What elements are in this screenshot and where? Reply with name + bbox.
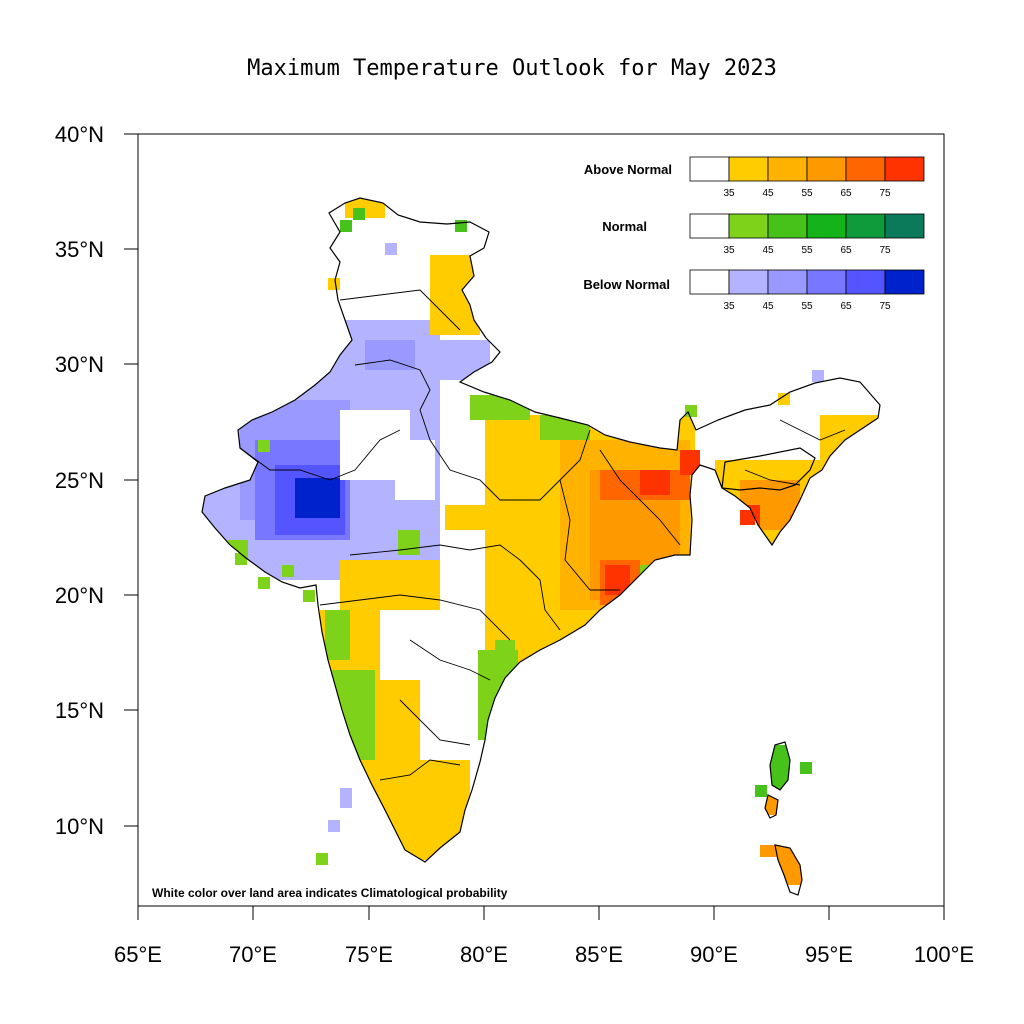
legend-label: Normal — [602, 219, 647, 234]
legend-swatch — [728, 156, 769, 182]
legend-swatch — [728, 269, 769, 295]
y-tick-label: 15°N — [55, 698, 104, 723]
legend-swatch — [767, 156, 808, 182]
x-tick-label: 80°E — [460, 942, 508, 967]
y-tick-label: 10°N — [55, 814, 104, 839]
legend-tick-label: 55 — [801, 188, 813, 199]
legend-tick-label: 65 — [840, 245, 852, 256]
legend-swatch — [689, 213, 730, 239]
legend: Above Normal 35 45 55 65 75 Normal 35 45 55 65 7… — [583, 156, 925, 312]
x-tick-label: 95°E — [805, 942, 853, 967]
x-tick-label: 85°E — [575, 942, 623, 967]
legend-tick-label: 55 — [801, 301, 813, 312]
legend-swatch — [884, 156, 925, 182]
legend-swatch — [845, 213, 886, 239]
legend-ticks: 35 45 55 65 75 — [723, 188, 891, 199]
legend-ticks: 35 45 55 65 75 — [723, 301, 891, 312]
y-tick-label: 40°N — [55, 122, 104, 147]
legend-swatch — [728, 213, 769, 239]
legend-tick-label: 65 — [840, 301, 852, 312]
legend-swatch — [806, 269, 847, 295]
legend-tick-label: 75 — [879, 188, 891, 199]
legend-ticks: 35 45 55 65 75 — [723, 245, 891, 256]
legend-swatch — [845, 269, 886, 295]
legend-tick-label: 75 — [879, 301, 891, 312]
legend-normal: Normal 35 45 55 65 75 — [602, 213, 925, 256]
y-tick-label: 35°N — [55, 237, 104, 262]
y-tick-label: 25°N — [55, 468, 104, 493]
y-axis-labels: 40°N 35°N 30°N 25°N 20°N 15°N 10°N — [55, 122, 104, 839]
legend-swatch — [767, 213, 808, 239]
legend-tick-label: 45 — [762, 245, 774, 256]
legend-swatches — [689, 269, 925, 295]
legend-swatch — [806, 213, 847, 239]
legend-swatch — [689, 269, 730, 295]
legend-tick-label: 65 — [840, 188, 852, 199]
legend-tick-label: 35 — [723, 188, 735, 199]
legend-swatch — [884, 269, 925, 295]
x-tick-label: 90°E — [690, 942, 738, 967]
legend-tick-label: 45 — [762, 188, 774, 199]
boundaries — [201, 197, 881, 896]
y-tick-label: 20°N — [55, 583, 104, 608]
x-tick-label: 70°E — [229, 942, 277, 967]
legend-swatch — [806, 156, 847, 182]
legend-label: Below Normal — [583, 277, 670, 292]
legend-below-normal: Below Normal 35 45 55 65 75 — [583, 269, 925, 312]
y-tick-label: 30°N — [55, 352, 104, 377]
legend-above-normal: Above Normal 35 45 55 65 75 — [584, 156, 925, 199]
legend-swatches — [689, 213, 925, 239]
x-tick-label: 65°E — [114, 942, 162, 967]
legend-tick-label: 45 — [762, 301, 774, 312]
legend-swatches — [689, 156, 925, 182]
legend-tick-label: 75 — [879, 245, 891, 256]
legend-tick-label: 55 — [801, 245, 813, 256]
x-axis-labels: 65°E 70°E 75°E 80°E 85°E 90°E 95°E 100°E — [114, 942, 974, 967]
legend-tick-label: 35 — [723, 301, 735, 312]
chart-title: Maximum Temperature Outlook for May 2023 — [247, 56, 777, 81]
legend-swatch — [884, 213, 925, 239]
x-tick-label: 100°E — [914, 942, 974, 967]
axis-ticks — [124, 133, 945, 920]
legend-label: Above Normal — [584, 162, 672, 177]
footnote: White color over land area indicates Cli… — [152, 886, 508, 900]
legend-swatch — [845, 156, 886, 182]
legend-swatch — [767, 269, 808, 295]
legend-tick-label: 35 — [723, 245, 735, 256]
x-tick-label: 75°E — [345, 942, 393, 967]
legend-swatch — [689, 156, 730, 182]
